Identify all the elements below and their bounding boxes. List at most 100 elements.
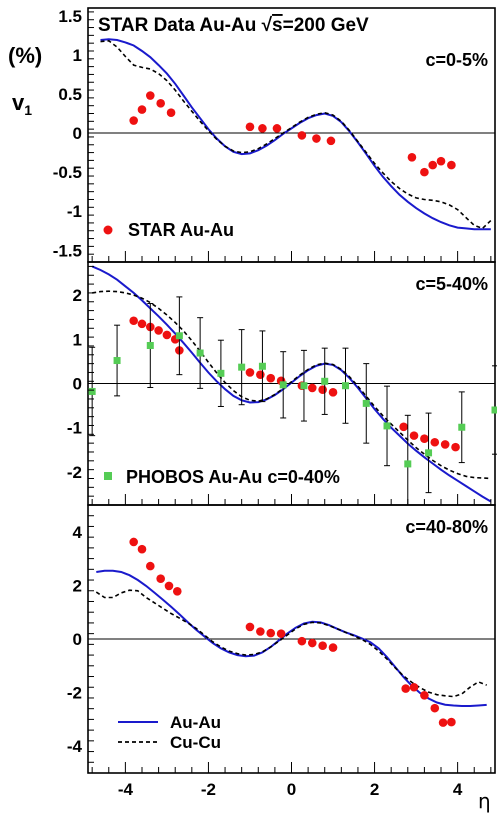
x-tick-label: 2 <box>370 780 379 799</box>
y-tick-label: 0 <box>73 124 82 143</box>
y-tick-label: -1 <box>67 419 82 438</box>
star-data-point <box>245 368 255 377</box>
star-data-point <box>156 99 165 108</box>
x-tick-label: 0 <box>287 780 296 799</box>
phobos-data-point <box>458 423 466 431</box>
panel-central-0-5: -1.5 -1 -0.5 0 0.5 1 1.5 STAR Data Au-Au √s=20… <box>53 7 496 263</box>
phobos-data-point <box>425 449 433 457</box>
star-data-point <box>328 388 338 397</box>
cu-legend-label: Cu-Cu <box>170 733 221 752</box>
star-data-point <box>307 638 317 648</box>
star-data-point <box>318 385 327 394</box>
star-data-point <box>430 703 440 713</box>
phobos-data-point <box>321 377 329 385</box>
phobos-data-point <box>341 382 349 390</box>
star-data-point <box>436 156 446 166</box>
star-data-point <box>129 316 138 326</box>
phobos-data-point <box>404 460 412 468</box>
star-data-point <box>312 134 321 143</box>
x-tick-label: 4 <box>453 780 463 799</box>
x-axis-label: η <box>478 789 491 813</box>
star-data-point <box>166 108 176 118</box>
star-data-point <box>266 628 276 638</box>
centrality-label: c=0-5% <box>425 50 488 70</box>
star-data-point <box>318 641 327 650</box>
star-data-point <box>172 586 182 596</box>
star-data-point <box>137 105 147 114</box>
y-axis-label: v1 <box>12 90 32 118</box>
star-data-point <box>256 370 265 379</box>
star-data-point <box>401 684 411 693</box>
star-data-point <box>297 636 307 646</box>
star-data-point <box>154 326 163 335</box>
au-au-curve <box>96 569 487 707</box>
star-data-point <box>407 152 417 162</box>
star-data-point <box>137 319 147 329</box>
star-data-point <box>399 422 408 432</box>
y-tick-label: 2 <box>73 286 82 305</box>
x-tick-label: -2 <box>201 780 216 799</box>
star-data-point <box>447 717 456 727</box>
star-data-point <box>409 431 419 440</box>
star-data-point <box>447 160 456 170</box>
y-tick-label: 0 <box>73 630 82 649</box>
star-legend-label: STAR Au-Au <box>128 220 234 240</box>
star-data-point <box>162 330 172 340</box>
star-data-point <box>145 561 155 571</box>
star-data-point <box>129 116 138 125</box>
y-tick-label: 0.5 <box>58 85 82 104</box>
phobos-data-point <box>383 422 391 430</box>
y-tick-label: 1 <box>73 46 82 65</box>
y-tick-label: -0.5 <box>53 163 82 182</box>
centrality-label: c=40-80% <box>405 517 488 537</box>
star-data-point <box>430 437 440 447</box>
star-data-point <box>156 574 165 583</box>
y-tick-label: 0 <box>73 375 82 394</box>
au-legend-label: Au-Au <box>170 713 221 732</box>
phobos-data-point <box>88 387 96 395</box>
star-data-point <box>145 91 155 100</box>
phobos-data-point <box>300 382 308 390</box>
y-tick-label: 4 <box>73 523 83 542</box>
phobos-legend-label: PHOBOS Au-Au c=0-40% <box>126 467 340 487</box>
phobos-data-point <box>258 362 266 370</box>
y-axis-unit: (%) <box>8 43 42 68</box>
panel-midcentral-5-40: -2 -1 0 1 2 c=5-40% PHOBOS Au-Au c=0-40% <box>67 261 497 506</box>
star-data-point <box>137 544 147 554</box>
phobos-data-point <box>279 381 287 389</box>
y-tick-label: -1.5 <box>53 241 82 260</box>
star-data-point <box>164 581 174 591</box>
y-tick-label: -2 <box>67 463 82 482</box>
x-tick-label: -4 <box>118 780 134 799</box>
cu-cu-curve <box>95 589 487 698</box>
star-data-point <box>409 682 419 692</box>
phobos-data-point <box>217 369 225 377</box>
star-legend-marker <box>103 225 113 235</box>
panel-peripheral-40-80: -4 -2 0 2 4 -4 -2 0 2 4 c=40-80% Au-Au Cu-Cu <box>67 504 496 799</box>
star-data-point <box>440 440 450 449</box>
star-data-point <box>428 160 438 170</box>
y-tick-label: 2 <box>73 576 82 595</box>
phobos-data-point <box>175 332 183 340</box>
star-data-point <box>266 373 276 383</box>
star-data-point <box>297 131 307 140</box>
y-tick-label: -4 <box>67 737 83 756</box>
y-tick-label: 1 <box>73 330 82 349</box>
phobos-data-point <box>491 406 497 414</box>
star-data-point <box>328 643 338 652</box>
star-data-point <box>420 690 429 700</box>
phobos-data-point <box>146 342 154 350</box>
figure-title: STAR Data Au-Au √s=200 GeV <box>98 15 369 36</box>
phobos-legend-marker <box>104 472 112 480</box>
cu-cu-curve <box>100 39 492 230</box>
star-data-point <box>438 718 448 727</box>
star-data-point <box>451 442 460 452</box>
star-data-point <box>245 622 255 632</box>
phobos-data-point <box>113 357 121 365</box>
star-data-point <box>256 627 265 636</box>
star-data-point <box>258 124 267 133</box>
star-data-point <box>245 122 255 132</box>
phobos-data-point <box>196 349 204 357</box>
y-tick-label: -1 <box>67 202 82 221</box>
cu-cu-curve <box>92 290 491 480</box>
